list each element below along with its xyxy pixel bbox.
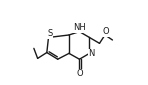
Text: N: N (89, 49, 95, 58)
Text: S: S (47, 29, 52, 38)
Text: O: O (76, 69, 83, 78)
Text: NH: NH (73, 23, 86, 32)
Text: O: O (102, 27, 109, 36)
